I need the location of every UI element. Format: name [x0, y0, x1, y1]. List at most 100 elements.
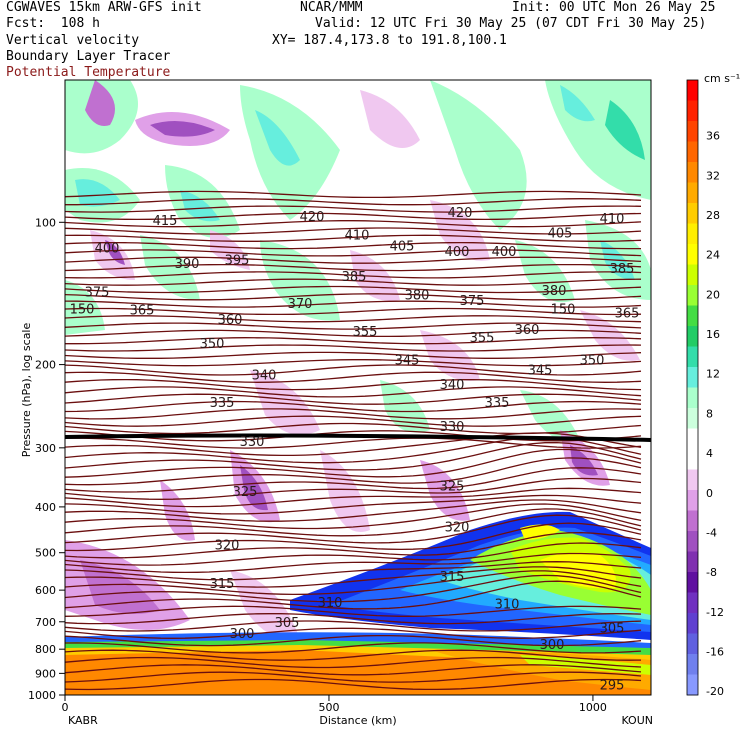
isentrope-line: [65, 522, 642, 552]
y-tick-label: 800: [35, 643, 56, 656]
isentrope-label: 380: [542, 284, 567, 299]
isentrope-line: [65, 234, 642, 242]
isentrope-line: [65, 542, 642, 566]
isentrope-label: 410: [600, 212, 625, 227]
isentrope-line: [65, 241, 641, 250]
colorbar-label: -8: [706, 566, 717, 579]
isentrope-line: [65, 408, 642, 420]
isentrope-line: [65, 307, 642, 316]
field-potential-temperature: Potential Temperature: [6, 65, 171, 80]
colorbar-swatch: [687, 203, 698, 224]
isentrope-line: [65, 205, 642, 213]
isentrope-line: [65, 574, 642, 603]
field-vertical-velocity: Vertical velocity: [6, 33, 140, 48]
isentrope-label: 150: [70, 302, 95, 317]
isentrope-line: [65, 448, 642, 478]
isentrope-label: 340: [440, 378, 465, 393]
isentrope-label: 320: [215, 538, 240, 553]
isentrope-line: [65, 400, 642, 413]
isentrope-label: 305: [600, 622, 625, 637]
isentrope-label: 305: [275, 616, 300, 631]
colorbar-swatch: [687, 346, 698, 368]
colorbar-swatch: [687, 223, 698, 245]
isentrope-line: [65, 359, 642, 367]
colorbar-label: 4: [706, 447, 713, 460]
isentrope-label: 420: [448, 206, 473, 221]
isentrope-label: 365: [130, 304, 155, 319]
header-model: CGWAVES 15km ARW-GFS init: [6, 0, 202, 15]
isentrope-line: [65, 329, 642, 338]
isentrope-line: [65, 566, 642, 588]
x-tick-label: 500: [318, 701, 339, 714]
colorbar-label: -16: [706, 645, 724, 658]
colorbar-swatch: [687, 654, 698, 675]
isentrope-line: [65, 649, 642, 661]
plot-frame: [64, 79, 652, 696]
colorbar-label: 36: [706, 130, 720, 143]
colorbar-label: -12: [706, 606, 724, 619]
y-tick-label: 400: [35, 501, 56, 514]
x-tick-label: 1000: [579, 701, 607, 714]
isentrope-label: 390: [175, 257, 200, 272]
isentrope-label: 310: [495, 597, 520, 612]
colorbar-label: 32: [706, 169, 720, 182]
isentrope-line: [65, 467, 642, 493]
isentrope-line: [65, 212, 642, 221]
isentrope-line: [65, 477, 642, 500]
isentrope-line: [65, 227, 642, 235]
colorbar-swatch: [687, 572, 698, 593]
isentrope-label: 300: [540, 638, 565, 653]
tropopause-line: [65, 433, 651, 442]
isentrope-line: [65, 220, 642, 228]
isentrope-line: [65, 351, 642, 359]
isentrope-label: 350: [580, 353, 605, 368]
isentrope-line: [65, 499, 642, 522]
colorbar-swatch: [687, 531, 698, 552]
isentrope-label: 325: [233, 485, 258, 500]
colorbar: 36 32 28 24 20 16 12 8 4 0 -4 -8 -12 -16 -20: [686, 79, 724, 698]
colorbar-swatch: [687, 100, 698, 122]
isentrope-line: [65, 664, 642, 676]
colorbar-swatch: [687, 182, 698, 204]
isentrope-label: 350: [200, 337, 225, 352]
isentrope-label: 395: [225, 254, 250, 269]
isentrope-line: [65, 561, 642, 581]
isentrope-line: [65, 371, 642, 383]
isentrope-line: [65, 437, 642, 449]
isentrope-label: 420: [300, 210, 325, 225]
isentrope-label: 345: [395, 353, 420, 368]
isentrope-line: [65, 671, 642, 683]
isentrope-line: [65, 263, 642, 272]
isentrope-label: 415: [153, 214, 178, 229]
isentrope-line: [65, 634, 642, 647]
colorbar-swatch: [687, 244, 698, 265]
isentrope-label: 315: [210, 577, 235, 592]
isentrope-label: 330: [440, 420, 465, 435]
isentrope-label: 335: [210, 396, 235, 411]
isentrope-label: 410: [345, 228, 370, 243]
isentrope-line: [65, 300, 642, 308]
isentrope-line: [65, 271, 642, 279]
field-boundary-layer: Boundary Layer Tracer: [6, 49, 171, 64]
isentrope-label: 330: [240, 435, 265, 450]
isentrope-line: [65, 344, 642, 352]
isentrope-label: 320: [445, 520, 470, 535]
isentrope-line: [65, 487, 642, 508]
isentrope-label: 310: [318, 596, 343, 611]
header-xy: XY= 187.4,173.8 to 191.8,100.1: [272, 33, 507, 48]
isentrope-line: [65, 337, 642, 345]
colorbar-label: 24: [706, 249, 720, 262]
isentrope-label: 355: [470, 331, 495, 346]
isentrope-label: 315: [440, 570, 465, 585]
isentrope-label: 300: [230, 627, 255, 642]
isentrope-label: 400: [95, 241, 120, 256]
y-tick-label: 900: [35, 667, 56, 680]
header-valid: Valid: 12 UTC Fri 30 May 25 (07 CDT Fri …: [315, 16, 707, 31]
colorbar-label: 16: [706, 328, 720, 341]
isentrope-line: [65, 656, 642, 669]
isentrope-line: [65, 278, 642, 286]
header-fcst: Fcst: 108 h: [6, 16, 100, 31]
colorbar-swatch: [687, 613, 698, 634]
isentrope-line: [65, 612, 642, 625]
y-tick-label: 1000: [28, 689, 56, 702]
